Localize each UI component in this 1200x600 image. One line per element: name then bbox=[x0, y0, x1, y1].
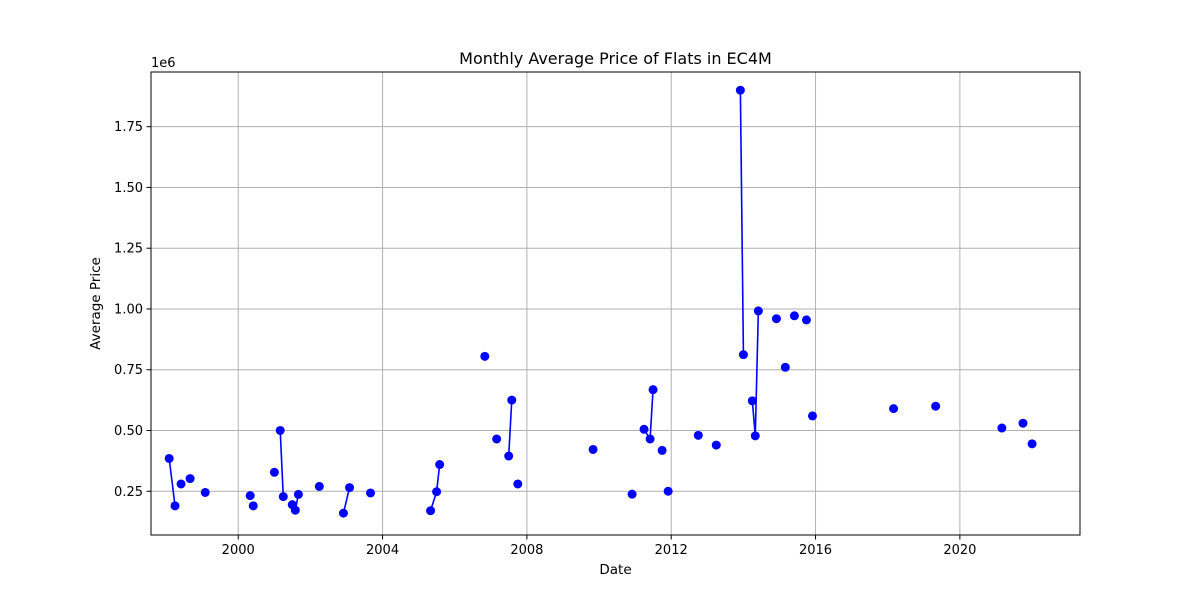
y-axis-label: Average Price bbox=[88, 257, 104, 350]
data-point bbox=[747, 396, 757, 406]
data-point bbox=[507, 395, 517, 405]
data-point bbox=[170, 501, 180, 511]
series-line bbox=[739, 90, 745, 355]
data-point bbox=[1018, 418, 1028, 428]
data-point bbox=[711, 440, 721, 450]
data-point bbox=[789, 311, 799, 321]
x-axis: 2000 2004 2008 2012 2016 2020 bbox=[222, 535, 976, 558]
data-point bbox=[290, 505, 300, 515]
x-tick-label: 2020 bbox=[943, 543, 976, 558]
data-point bbox=[314, 481, 324, 491]
data-point bbox=[293, 489, 303, 499]
data-point bbox=[639, 424, 649, 434]
data-point bbox=[771, 314, 781, 324]
y-tick-label: 1.50 bbox=[114, 181, 143, 196]
y-axis: 0.25 0.50 0.75 1.00 1.25 1.50 1.75 bbox=[114, 120, 151, 500]
data-point bbox=[738, 350, 748, 360]
plot-frame bbox=[150, 71, 1081, 536]
data-point bbox=[693, 430, 703, 440]
data-point bbox=[735, 85, 745, 95]
data-point bbox=[931, 401, 941, 411]
data-point bbox=[504, 451, 514, 461]
x-axis-label: Date bbox=[599, 562, 631, 578]
y-tick-label: 0.75 bbox=[114, 363, 143, 378]
y-axis-offset-text: 1e6 bbox=[151, 56, 176, 71]
data-point bbox=[801, 315, 811, 325]
x-tick-label: 2008 bbox=[510, 543, 543, 558]
data-point bbox=[278, 492, 288, 502]
data-point bbox=[1027, 439, 1037, 449]
series-line bbox=[279, 430, 285, 497]
data-point bbox=[164, 453, 174, 463]
data-point bbox=[657, 445, 667, 455]
data-point bbox=[269, 467, 279, 477]
data-point bbox=[338, 508, 348, 518]
data-point bbox=[645, 434, 655, 444]
y-tick-label: 0.25 bbox=[114, 485, 143, 500]
data-point bbox=[753, 306, 763, 316]
data-point bbox=[750, 431, 760, 441]
data-point bbox=[480, 351, 490, 361]
data-point bbox=[492, 434, 502, 444]
data-point bbox=[663, 486, 673, 496]
data-point bbox=[648, 385, 658, 395]
x-tick-label: 2004 bbox=[366, 543, 399, 558]
y-tick-label: 0.50 bbox=[114, 424, 143, 439]
y-tick-label: 1.00 bbox=[114, 302, 143, 317]
data-point bbox=[432, 487, 442, 497]
data-point bbox=[245, 491, 255, 501]
x-tick-label: 2016 bbox=[799, 543, 832, 558]
series-line bbox=[168, 458, 176, 506]
grid bbox=[151, 72, 1080, 535]
data-point bbox=[275, 425, 285, 435]
data-point bbox=[889, 404, 899, 414]
data-point bbox=[200, 487, 210, 497]
data-point bbox=[627, 489, 637, 499]
series-layer bbox=[164, 85, 1037, 518]
x-tick-label: 2012 bbox=[655, 543, 688, 558]
data-point bbox=[780, 362, 790, 372]
y-tick-label: 1.25 bbox=[114, 242, 143, 257]
data-point bbox=[426, 506, 436, 516]
data-point bbox=[366, 488, 376, 498]
data-point bbox=[513, 479, 523, 489]
data-point bbox=[807, 411, 817, 421]
chart-title: Monthly Average Price of Flats in EC4M bbox=[459, 49, 772, 68]
data-point bbox=[435, 460, 445, 470]
data-point bbox=[185, 474, 195, 484]
series-line bbox=[507, 400, 513, 457]
data-point bbox=[345, 483, 355, 493]
data-point bbox=[248, 501, 258, 511]
x-tick-label: 2000 bbox=[222, 543, 255, 558]
data-point bbox=[176, 479, 186, 489]
y-tick-label: 1.75 bbox=[114, 120, 143, 135]
data-point bbox=[997, 423, 1007, 433]
data-point bbox=[588, 444, 598, 454]
